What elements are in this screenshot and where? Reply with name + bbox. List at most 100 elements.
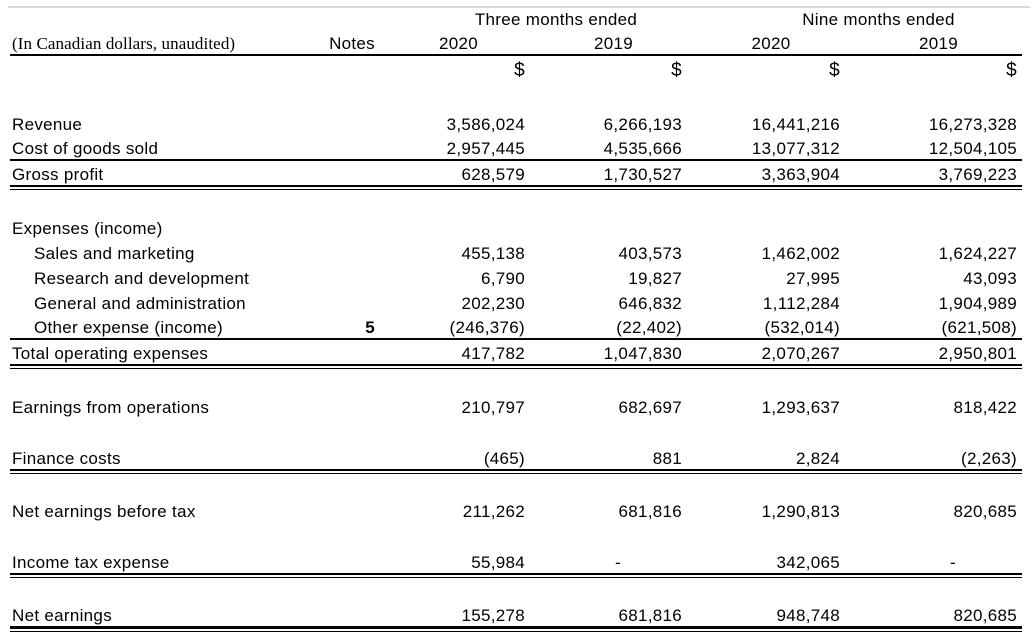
- cell-value: 342,065: [776, 553, 840, 573]
- row-label: Net earnings before tax: [12, 502, 196, 522]
- column-header-row: (In Canadian dollars, unaudited) Notes 2…: [10, 30, 1022, 56]
- cell-value: 1,730,527: [603, 165, 682, 185]
- cell-value: (246,376): [377, 314, 530, 340]
- currency-symbol: $: [514, 60, 525, 82]
- note-reference: 5: [305, 314, 377, 340]
- three-months-group-header: Three months ended: [474, 10, 638, 30]
- currency-symbol: $: [671, 60, 682, 82]
- currency-symbol: $: [829, 60, 840, 82]
- table-row-research-development: Research and development 6,790 19,827 27…: [10, 264, 1022, 289]
- spacer-row: [10, 190, 1022, 214]
- table-row-general-administration: General and administration 202,230 646,8…: [10, 289, 1022, 314]
- spacer-row: [10, 474, 1022, 497]
- cell-value: 19,827: [628, 269, 682, 289]
- cell-value: 881: [652, 449, 682, 469]
- row-label: General and administration: [34, 294, 246, 314]
- year-header-3mo-2019: 2019: [530, 30, 687, 56]
- section-label: Expenses (income): [12, 219, 163, 239]
- cell-value: 417,782: [461, 344, 525, 364]
- cell-value: 682,697: [618, 398, 682, 418]
- row-label: Research and development: [34, 269, 250, 289]
- notes-column-header: Notes: [305, 30, 377, 56]
- cell-value: 1,624,227: [938, 244, 1017, 264]
- cell-value: 681,816: [618, 502, 682, 522]
- cell-value: 6,790: [480, 269, 525, 289]
- cell-value: 155,278: [461, 606, 525, 626]
- table-row-gross-profit: Gross profit 628,579 1,730,527 3,363,904…: [10, 160, 1022, 185]
- table-row-total-operating-expenses: Total operating expenses 417,782 1,047,8…: [10, 339, 1022, 364]
- cell-value: 455,138: [461, 244, 525, 264]
- cell-value: 948,748: [776, 606, 840, 626]
- total-divider: [10, 573, 1022, 578]
- cell-value: -: [950, 553, 956, 573]
- cell-value: (2,263): [961, 449, 1017, 469]
- cell-value: 820,685: [953, 502, 1017, 522]
- currency-symbol-row: $ $ $ $: [10, 55, 1022, 82]
- cell-value: (532,014): [687, 314, 845, 340]
- cell-value: 818,422: [953, 398, 1017, 418]
- cell-value: 202,230: [461, 294, 525, 314]
- period-group-header-row: Three months ended Nine months ended: [10, 4, 1022, 30]
- table-row-sales-marketing: Sales and marketing 455,138 403,573 1,46…: [10, 239, 1022, 264]
- cell-value: 43,093: [963, 269, 1017, 289]
- row-label: Total operating expenses: [12, 344, 209, 364]
- year-header-3mo-2020: 2020: [377, 30, 530, 56]
- total-divider: [10, 185, 1022, 190]
- cell-value: 646,832: [618, 294, 682, 314]
- table-row-income-tax-expense: Income tax expense 55,984 - 342,065 -: [10, 548, 1022, 573]
- cell-value: 16,441,216: [751, 115, 840, 135]
- table-row-net-earnings-before-tax: Net earnings before tax 211,262 681,816 …: [10, 497, 1022, 522]
- income-statement-table: Three months ended Nine months ended (In…: [10, 4, 1022, 632]
- cell-value: (621,508): [845, 314, 1022, 340]
- cell-value: 1,290,813: [761, 502, 840, 522]
- table-row-earnings-from-operations: Earnings from operations 210,797 682,697…: [10, 393, 1022, 418]
- row-label: Cost of goods sold: [10, 135, 305, 161]
- cell-value: 211,262: [462, 502, 525, 522]
- cell-value: 2,824: [795, 449, 840, 469]
- cell-value: 55,984: [471, 553, 525, 573]
- cell-value: 2,957,445: [377, 135, 530, 161]
- cell-value: 2,950,801: [938, 344, 1017, 364]
- section-header-expenses: Expenses (income): [10, 214, 1022, 239]
- spacer-row: [10, 418, 1022, 444]
- cell-value: 2,070,267: [761, 344, 840, 364]
- empty-cell: [305, 55, 377, 82]
- cell-value: 27,995: [786, 269, 840, 289]
- cell-value: 3,586,024: [446, 115, 525, 135]
- page-top-divider: [8, 6, 1030, 8]
- empty-cell: [10, 55, 305, 82]
- cell-value: 1,293,637: [761, 398, 840, 418]
- cell-value: 210,797: [461, 398, 525, 418]
- row-label: Other expense (income): [10, 314, 305, 340]
- cell-value: 3,769,223: [938, 165, 1017, 185]
- table-row-revenue: Revenue 3,586,024 6,266,193 16,441,216 1…: [10, 110, 1022, 135]
- statement-page: Three months ended Nine months ended (In…: [0, 4, 1036, 632]
- cell-value: 628,579: [461, 165, 525, 185]
- row-label: Gross profit: [12, 165, 104, 185]
- nine-months-group-header: Nine months ended: [802, 10, 955, 30]
- table-row-cogs: Cost of goods sold 2,957,445 4,535,666 1…: [10, 135, 1022, 161]
- cell-value: 1,047,830: [603, 344, 682, 364]
- unit-note: (In Canadian dollars, unaudited): [10, 30, 305, 56]
- row-label: Net earnings: [12, 606, 112, 626]
- cell-value: 6,266,193: [603, 115, 682, 135]
- row-label: Income tax expense: [12, 553, 170, 573]
- cell-value: 1,462,002: [761, 244, 840, 264]
- spacer-row: [10, 578, 1022, 601]
- spacer-row: [10, 369, 1022, 393]
- row-label: Finance costs: [12, 449, 121, 469]
- cell-value: 4,535,666: [530, 135, 687, 161]
- cell-value: 681,816: [618, 606, 682, 626]
- table-row-other-expense: Other expense (income) 5 (246,376) (22,4…: [10, 314, 1022, 340]
- cell-value: 13,077,312: [687, 135, 845, 161]
- cell-value: 12,504,105: [845, 135, 1022, 161]
- cell-value: 16,273,328: [928, 115, 1017, 135]
- cell-value: -: [615, 553, 621, 573]
- table-row-net-earnings: Net earnings 155,278 681,816 948,748 820…: [10, 601, 1022, 626]
- row-label: Sales and marketing: [34, 244, 195, 264]
- row-label: Earnings from operations: [12, 398, 210, 418]
- row-label: Revenue: [12, 115, 83, 135]
- final-total-divider: [10, 626, 1022, 632]
- currency-symbol: $: [1006, 60, 1017, 82]
- table-row-finance-costs: Finance costs (465) 881 2,824 (2,263): [10, 444, 1022, 469]
